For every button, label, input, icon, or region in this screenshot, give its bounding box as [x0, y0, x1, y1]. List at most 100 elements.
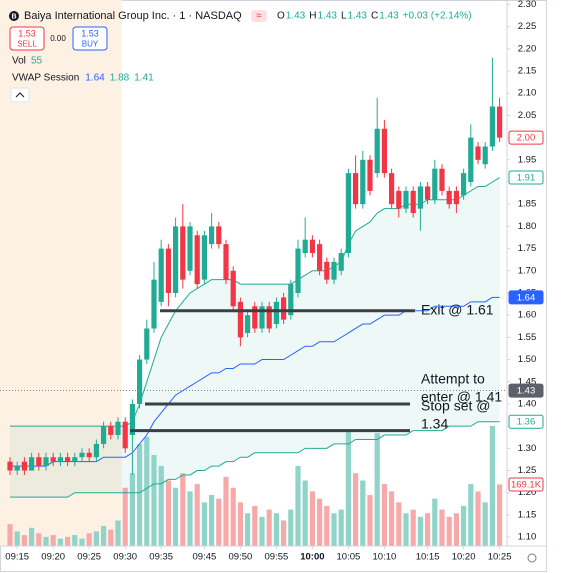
volume-bar: [396, 502, 402, 546]
candle-body: [367, 159, 373, 191]
y-tick-label: 1.45: [518, 376, 537, 387]
vwap-value: 1.64: [85, 73, 105, 84]
volume-bar: [425, 513, 431, 546]
x-tick-label: 10:25: [488, 552, 512, 563]
candle-body: [86, 452, 92, 458]
candle-body: [237, 301, 243, 338]
volume-bar: [497, 484, 503, 546]
volume-bar: [72, 535, 78, 546]
buy-button[interactable]: [72, 26, 108, 51]
collapse-button[interactable]: [10, 87, 30, 103]
volume-bar: [180, 473, 186, 546]
candle-body: [65, 457, 71, 462]
price-label-box: [508, 290, 544, 305]
candle-body: [453, 190, 459, 205]
annotation-text: enter @ 1.41: [421, 389, 502, 405]
y-tick-label: 1.60: [518, 310, 537, 321]
y-tick-label: 2.05: [518, 110, 537, 121]
volume-bar: [417, 516, 423, 546]
price-label-box: [508, 477, 544, 492]
volume-bar: [252, 505, 258, 546]
buy-label[interactable]: BUY: [82, 40, 99, 49]
candle-body: [201, 235, 207, 280]
volume-bar: [187, 491, 193, 546]
candle-body: [122, 421, 128, 449]
candle-body: [338, 253, 344, 271]
y-tick-label: 1.30: [518, 443, 537, 454]
badge-icon: [9, 11, 19, 21]
annotation-text: 1.34: [421, 415, 448, 431]
candle-body: [410, 190, 416, 214]
volume-bar: [79, 538, 85, 546]
x-tick-label: 09:45: [193, 552, 217, 563]
annotation-text: Stop set @: [421, 397, 490, 413]
volume-bar: [129, 473, 135, 546]
volume-bar: [115, 520, 121, 546]
candle-body: [50, 457, 56, 462]
candle-body: [396, 190, 402, 209]
candle-body: [425, 186, 431, 200]
volume-bar: [209, 495, 215, 546]
volume-bar: [216, 498, 222, 546]
x-tick-label: 09:30: [113, 552, 137, 563]
volume-bar: [324, 505, 330, 546]
sell-price[interactable]: 1.53: [18, 28, 36, 38]
candle-body: [194, 235, 200, 285]
sell-label[interactable]: SELL: [17, 40, 37, 49]
volume-bar: [14, 531, 20, 546]
candle-body: [79, 452, 85, 458]
settings-icon[interactable]: [527, 553, 537, 563]
candle-body: [468, 137, 474, 182]
volume-bar: [137, 444, 143, 546]
candle-body: [360, 159, 366, 205]
y-tick-label: 1.15: [518, 509, 537, 520]
ohlc-value: 1.43: [317, 11, 337, 22]
candle-body: [497, 106, 503, 138]
volume-bar: [108, 529, 114, 546]
ohlc-key: O: [277, 11, 285, 22]
volume-bar: [345, 429, 351, 546]
icon: ≈: [256, 11, 262, 22]
volume-bar: [468, 484, 474, 546]
vol-label: Vol: [12, 56, 26, 67]
candle-body: [115, 421, 121, 436]
candle-body: [461, 173, 467, 196]
volume-bar: [101, 525, 107, 546]
y-tick-label: 1.25: [518, 465, 537, 476]
volume-bar: [21, 535, 27, 546]
candle-body: [129, 403, 135, 436]
volume-bar: [288, 509, 294, 546]
header: B Baiya International Group Inc. · 1 · N…: [9, 10, 472, 103]
volume-bar: [173, 487, 179, 546]
candle-body: [439, 168, 445, 191]
candle-body: [93, 443, 99, 458]
vol-value: 55: [31, 56, 43, 67]
volume-bar: [266, 509, 272, 546]
volume-bar: [389, 491, 395, 546]
y-tick-label: 1.75: [518, 243, 537, 254]
volume-bar: [201, 502, 207, 546]
ohlc-key: C: [371, 11, 378, 22]
candle-body: [489, 106, 495, 147]
buy-price[interactable]: 1.53: [81, 28, 99, 38]
volume-bar: [86, 533, 92, 546]
candle-body: [173, 226, 179, 293]
candle-body: [295, 248, 301, 293]
change: +0.03 (+2.14%): [403, 11, 472, 22]
price-label: 2.00: [517, 133, 536, 144]
volume-bar: [381, 484, 387, 546]
sell-button[interactable]: [9, 26, 45, 51]
price-label-box: [508, 414, 544, 429]
candle-body: [57, 457, 63, 462]
volume-bar: [43, 536, 49, 546]
candle-body: [36, 457, 42, 467]
candle-body: [187, 226, 193, 271]
candle-body: [288, 284, 294, 316]
chevron[interactable]: [15, 92, 25, 98]
volume-bar: [432, 498, 438, 546]
ohlc-value: 1.43: [348, 11, 368, 22]
y-tick-label: 1.85: [518, 199, 537, 210]
price-label-box: [508, 170, 544, 185]
candle-body: [374, 128, 380, 174]
